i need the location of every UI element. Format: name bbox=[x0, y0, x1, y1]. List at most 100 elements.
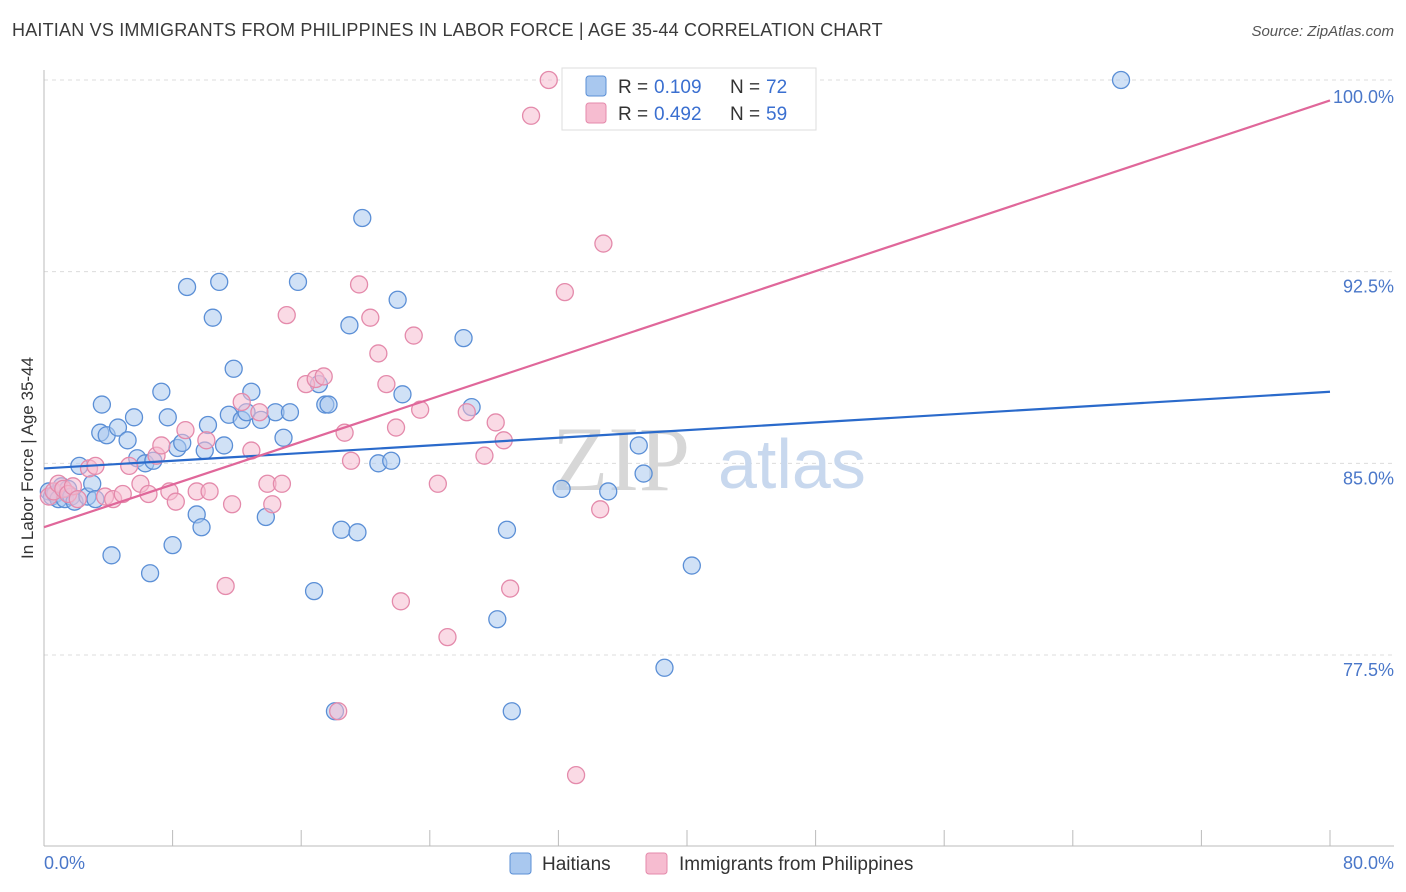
philippines-point bbox=[341, 451, 361, 470]
philippines-point bbox=[314, 367, 333, 386]
haitians-point bbox=[353, 208, 372, 228]
philippines-trend-line bbox=[43, 99, 1331, 529]
haitians-point bbox=[319, 395, 338, 414]
y-tick-label: 100.0% bbox=[1333, 87, 1394, 107]
legend-n-value-haitians: 72 bbox=[766, 77, 787, 98]
y-axis-tick-labels: 77.5% 85.0% 92.5% 100.0% bbox=[1333, 87, 1394, 680]
haitians-point bbox=[682, 556, 701, 575]
philippines-point bbox=[377, 374, 396, 394]
haitians-point bbox=[274, 428, 293, 447]
haitians-point bbox=[198, 415, 218, 435]
trend-lines bbox=[43, 99, 1331, 529]
philippines-point bbox=[113, 484, 132, 504]
haitians-point bbox=[1111, 70, 1131, 90]
philippines-point bbox=[539, 70, 558, 90]
philippines-point bbox=[475, 446, 494, 465]
haitians-point bbox=[348, 523, 367, 542]
philippines-point bbox=[250, 403, 269, 422]
philippines-point bbox=[555, 282, 574, 302]
haitians-point bbox=[108, 418, 128, 437]
legend-r-label-philippines: R = bbox=[618, 104, 648, 125]
haitians-point bbox=[304, 581, 324, 601]
haitians-point bbox=[192, 518, 211, 537]
watermark: ZIP atlas bbox=[552, 408, 866, 510]
philippines-points bbox=[39, 70, 613, 785]
legend-r-value-philippines: 0.492 bbox=[654, 104, 702, 125]
haitians-point bbox=[502, 702, 521, 721]
philippines-point bbox=[486, 413, 505, 432]
philippines-point bbox=[277, 305, 296, 325]
haitians-point bbox=[210, 272, 229, 292]
haitians-point bbox=[634, 464, 653, 483]
x-axis-ticks bbox=[43, 830, 1331, 846]
philippines-point bbox=[176, 420, 195, 440]
y-tick-label: 77.5% bbox=[1343, 660, 1394, 680]
haitians-point bbox=[152, 382, 171, 401]
legend-n-value-philippines: 59 bbox=[766, 104, 787, 125]
philippines-point bbox=[349, 275, 369, 294]
legend-r-label-haitians: R = bbox=[618, 77, 648, 98]
haitians-point bbox=[655, 658, 674, 677]
philippines-point bbox=[200, 482, 219, 501]
y-tick-label: 92.5% bbox=[1343, 277, 1394, 297]
bottom-legend-swatch-haitians bbox=[509, 852, 532, 875]
legend-swatch-philippines bbox=[585, 102, 607, 124]
philippines-point bbox=[501, 579, 520, 598]
legend-r-value-haitians: 0.109 bbox=[654, 77, 702, 98]
haitians-point bbox=[158, 408, 177, 427]
haitians-point bbox=[288, 272, 308, 292]
haitians-point bbox=[497, 520, 517, 539]
philippines-point bbox=[216, 576, 235, 596]
haitians-point bbox=[83, 474, 102, 493]
haitians-point bbox=[118, 431, 137, 450]
watermark-zip: ZIP bbox=[552, 408, 690, 510]
chart-source: Source: ZipAtlas.com bbox=[1251, 23, 1394, 40]
haitians-point bbox=[599, 482, 618, 501]
haitians-points bbox=[39, 70, 1131, 721]
haitians-point bbox=[140, 564, 160, 583]
haitians-point bbox=[382, 451, 401, 470]
haitians-point bbox=[214, 436, 234, 455]
haitians-point bbox=[488, 610, 507, 629]
philippines-point bbox=[386, 418, 406, 437]
philippines-point bbox=[566, 765, 586, 785]
axes bbox=[43, 70, 1394, 847]
x-tick-label-min: 0.0% bbox=[44, 853, 85, 873]
philippines-point bbox=[428, 474, 447, 493]
haitians-point bbox=[332, 520, 351, 539]
philippines-point bbox=[411, 400, 430, 419]
haitians-point bbox=[388, 290, 407, 309]
bottom-legend-label-philippines: Immigrants from Philippines bbox=[679, 854, 913, 875]
philippines-point bbox=[272, 474, 292, 493]
philippines-point bbox=[139, 484, 158, 504]
haitians-point bbox=[629, 436, 648, 455]
chart-title: HAITIAN VS IMMIGRANTS FROM PHILIPPINES I… bbox=[12, 20, 883, 40]
haitians-point bbox=[340, 316, 359, 335]
haitians-point bbox=[454, 328, 473, 348]
philippines-point bbox=[521, 106, 541, 125]
philippines-point bbox=[68, 489, 87, 509]
philippines-point bbox=[166, 492, 185, 511]
correlation-legend: R = 0.109 N = 72 R = 0.492 N = 59 bbox=[561, 67, 817, 131]
philippines-point bbox=[457, 403, 476, 422]
haitians-point bbox=[224, 359, 243, 378]
legend-n-label-haitians: N = bbox=[730, 77, 760, 98]
y-tick-label: 85.0% bbox=[1343, 468, 1394, 488]
philippines-point bbox=[232, 392, 251, 412]
haitians-point bbox=[203, 308, 222, 327]
philippines-point bbox=[438, 627, 457, 647]
legend-swatch-haitians bbox=[585, 75, 607, 97]
philippines-point bbox=[369, 344, 388, 363]
haitians-point bbox=[552, 479, 571, 499]
watermark-atlas: atlas bbox=[718, 425, 866, 503]
philippines-point bbox=[197, 431, 216, 450]
series-legend: Haitians Immigrants from Philippines bbox=[509, 852, 913, 875]
haitians-point bbox=[124, 408, 144, 427]
haitians-point bbox=[177, 277, 197, 297]
philippines-point bbox=[594, 234, 613, 253]
haitians-point bbox=[280, 403, 300, 422]
y-axis-label: In Labor Force | Age 35-44 bbox=[18, 357, 37, 559]
philippines-point bbox=[222, 495, 242, 514]
philippines-point bbox=[263, 495, 282, 514]
